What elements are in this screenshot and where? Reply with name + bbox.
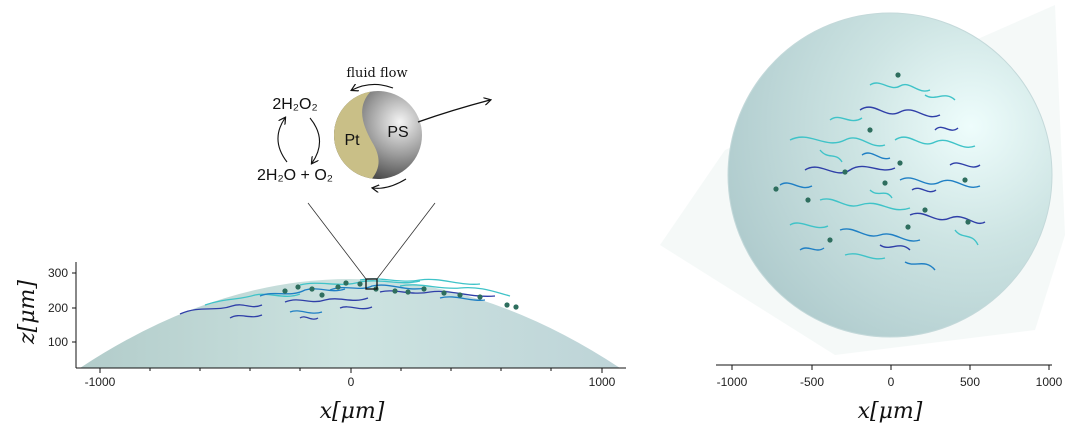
reaction-arrow-down: [309, 117, 321, 163]
pt-cap: [334, 91, 379, 179]
janus-particle-inset: Pt PS fluid flow 2H₂O₂ 2H₂O + O₂: [257, 66, 490, 188]
flow-arrow-top: [352, 84, 394, 90]
x-tick-label-1000: 1000: [589, 375, 616, 389]
trajectories-top: [779, 82, 986, 271]
zoom-line-left: [307, 202, 367, 280]
reaction-arrow-up: [277, 118, 288, 163]
side-view-panel: 300 200 100 -1000 0 1000 x[μm] z[μm]: [15, 202, 626, 424]
zoom-line-right: [376, 202, 436, 280]
zoom-box: [365, 278, 378, 290]
left-ylabel: z[μm]: [15, 280, 40, 345]
reactant-label: 2H₂O₂: [272, 96, 317, 113]
x-tick-label-0: 0: [348, 375, 355, 389]
y-tick-label-200: 200: [48, 301, 68, 315]
right-xlabel: x[μm]: [858, 399, 923, 424]
x-tick-label-minus-1000: -1000: [85, 375, 116, 389]
right-x-tick-label-1000: 1000: [1036, 375, 1063, 389]
right-x-tick-label-500: 500: [960, 375, 980, 389]
droplet-top-view: [727, 12, 1053, 338]
droplet-cap-side: [80, 279, 620, 368]
flow-arrow-bottom: [373, 178, 407, 188]
right-x-tick-label-0: 0: [888, 375, 895, 389]
left-xlabel: x[μm]: [320, 399, 385, 424]
y-ticks: [72, 272, 76, 343]
top-view-panel: -1000 -500 0 500 1000 x[μm]: [660, 5, 1065, 424]
pt-label: Pt: [344, 132, 360, 149]
particles-side: [282, 280, 519, 310]
right-x-ticks: [731, 365, 1050, 370]
products-label: 2H₂O + O₂: [257, 167, 333, 184]
y-tick-label-100: 100: [48, 335, 68, 349]
particles-top: [773, 72, 971, 243]
fluid-flow-label: fluid flow: [346, 66, 407, 81]
right-x-tick-label-minus-500: -500: [800, 375, 824, 389]
right-x-tick-label-minus-1000: -1000: [717, 375, 748, 389]
y-tick-label-300: 300: [48, 266, 68, 280]
ps-label: PS: [387, 124, 408, 141]
propulsion-arrow: [417, 100, 490, 123]
x-ticks: [99, 368, 603, 373]
